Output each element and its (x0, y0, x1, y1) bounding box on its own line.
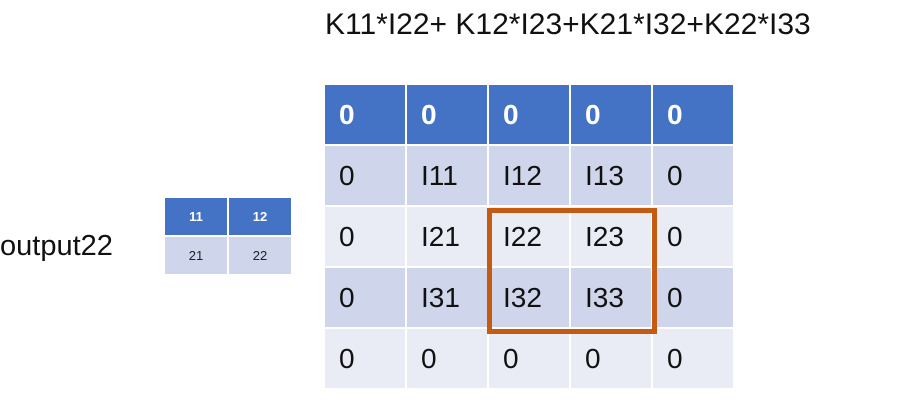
grid-cell: I13 (571, 146, 651, 205)
grid-cell: I33 (571, 268, 651, 327)
grid-cell: 0 (571, 329, 651, 388)
padded-input-grid: 0 0 0 0 0 0 I11 I12 I13 0 0 I21 I22 I23 … (325, 85, 735, 390)
grid-cell: 0 (571, 85, 651, 144)
kernel-cell: 11 (165, 198, 227, 235)
grid-cell: 0 (407, 85, 487, 144)
grid-cell: I22 (489, 207, 569, 266)
output-label: output22 (0, 230, 113, 262)
grid-cell: 0 (325, 268, 405, 327)
grid-cell: 0 (325, 85, 405, 144)
grid-cell: 0 (489, 85, 569, 144)
grid-cell: 0 (653, 85, 733, 144)
grid-cell: I31 (407, 268, 487, 327)
kernel-cell: 21 (165, 237, 227, 274)
grid-cell: 0 (325, 207, 405, 266)
grid-cell: I32 (489, 268, 569, 327)
convolution-formula: K11*I22+ K12*I23+K21*I32+K22*I33 (325, 8, 811, 41)
grid-cell: I12 (489, 146, 569, 205)
kernel-cell: 22 (229, 237, 291, 274)
grid-cell: 0 (325, 329, 405, 388)
grid-cell: 0 (325, 146, 405, 205)
kernel-table: 11 12 21 22 (165, 198, 291, 274)
grid-cell: 0 (653, 146, 733, 205)
grid-cell: 0 (407, 329, 487, 388)
grid-cell: I11 (407, 146, 487, 205)
grid-cell: 0 (653, 329, 733, 388)
grid-cell: 0 (653, 268, 733, 327)
grid-cell: 0 (489, 329, 569, 388)
grid-cell: I21 (407, 207, 487, 266)
grid-cell: 0 (653, 207, 733, 266)
grid-cell: I23 (571, 207, 651, 266)
kernel-cell: 12 (229, 198, 291, 235)
